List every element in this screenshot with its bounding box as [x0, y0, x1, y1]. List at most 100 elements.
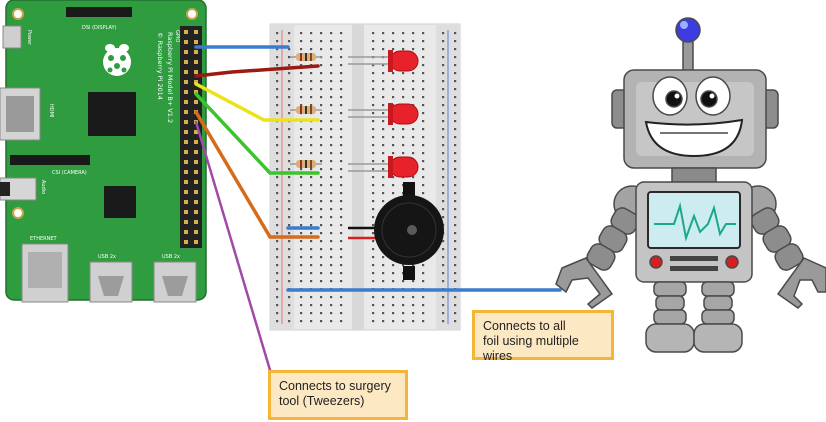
breadboard	[269, 23, 461, 331]
breadboard-hole	[276, 72, 279, 75]
breadboard-hole	[412, 128, 415, 131]
breadboard-hole	[320, 120, 323, 123]
breadboard-hole	[382, 200, 385, 203]
breadboard-hole	[442, 112, 445, 115]
breadboard-hole	[276, 168, 279, 171]
breadboard-hole	[442, 144, 445, 147]
breadboard-hole	[392, 320, 395, 323]
breadboard-hole	[288, 40, 291, 43]
breadboard-hole	[340, 192, 343, 195]
breadboard-hole	[330, 168, 333, 171]
breadboard-hole	[330, 128, 333, 131]
breadboard-hole	[340, 312, 343, 315]
breadboard-hole	[340, 208, 343, 211]
breadboard-hole	[372, 128, 375, 131]
breadboard-hole	[300, 248, 303, 251]
breadboard-hole	[372, 96, 375, 99]
breadboard-hole	[320, 216, 323, 219]
breadboard-hole	[422, 128, 425, 131]
breadboard-hole	[310, 280, 313, 283]
breadboard-hole	[330, 152, 333, 155]
breadboard-hole	[340, 80, 343, 83]
breadboard-hole	[300, 128, 303, 131]
breadboard-hole	[372, 152, 375, 155]
breadboard-hole	[288, 48, 291, 51]
breadboard-hole	[310, 104, 313, 107]
breadboard-hole	[340, 128, 343, 131]
breadboard-hole	[288, 216, 291, 219]
breadboard-hole	[330, 240, 333, 243]
breadboard-hole	[300, 256, 303, 259]
breadboard-hole	[330, 72, 333, 75]
breadboard-hole	[392, 136, 395, 139]
breadboard-hole	[330, 64, 333, 67]
breadboard-hole	[320, 192, 323, 195]
breadboard-hole	[300, 272, 303, 275]
breadboard-hole	[372, 176, 375, 179]
breadboard-hole	[372, 144, 375, 147]
breadboard-hole	[276, 40, 279, 43]
gpio-pins	[184, 30, 198, 244]
breadboard-hole	[288, 184, 291, 187]
wire-green	[194, 92, 320, 175]
breadboard-hole	[442, 240, 445, 243]
breadboard-hole	[288, 280, 291, 283]
breadboard-hole	[412, 32, 415, 35]
breadboard-hole	[310, 232, 313, 235]
breadboard-hole	[320, 144, 323, 147]
breadboard-hole	[382, 160, 385, 163]
breadboard-hole	[382, 280, 385, 283]
breadboard-hole	[276, 96, 279, 99]
breadboard-hole	[288, 136, 291, 139]
foil-callout-line-1: Connects to all	[483, 319, 566, 333]
breadboard-hole	[320, 200, 323, 203]
breadboard-hole	[372, 296, 375, 299]
breadboard-hole	[288, 112, 291, 115]
breadboard-hole	[288, 56, 291, 59]
breadboard-hole	[454, 40, 457, 43]
breadboard-hole	[320, 248, 323, 251]
breadboard-hole	[310, 152, 313, 155]
processor-chip	[88, 92, 136, 136]
breadboard-hole	[442, 48, 445, 51]
breadboard-hole	[320, 72, 323, 75]
breadboard-hole	[300, 64, 303, 67]
breadboard-hole	[422, 40, 425, 43]
breadboard-hole	[372, 200, 375, 203]
breadboard-hole	[454, 80, 457, 83]
breadboard-hole	[310, 216, 313, 219]
breadboard-hole	[276, 288, 279, 291]
breadboard-hole	[340, 200, 343, 203]
breadboard-hole	[422, 48, 425, 51]
breadboard-hole	[340, 96, 343, 99]
breadboard-hole	[310, 128, 313, 131]
breadboard-hole	[310, 272, 313, 275]
breadboard-hole	[310, 40, 313, 43]
breadboard-hole	[330, 136, 333, 139]
breadboard-hole	[422, 312, 425, 315]
breadboard-hole	[288, 176, 291, 179]
breadboard-hole	[300, 264, 303, 267]
breadboard-hole	[310, 184, 313, 187]
breadboard-hole	[454, 128, 457, 131]
breadboard-hole	[454, 232, 457, 235]
raspberry-pi-board: DSI (DISPLAY) Power Raspberry Pi Model B…	[0, 0, 207, 303]
breadboard-hole	[382, 112, 385, 115]
gpio-header	[180, 26, 202, 248]
breadboard-hole	[442, 256, 445, 259]
breadboard-hole	[454, 168, 457, 171]
breadboard-hole	[300, 176, 303, 179]
breadboard-hole	[454, 184, 457, 187]
breadboard-hole	[300, 40, 303, 43]
breadboard-hole	[288, 208, 291, 211]
breadboard-hole	[320, 280, 323, 283]
breadboard-hole	[310, 144, 313, 147]
breadboard-hole	[276, 256, 279, 259]
hdmi-label: HDMI	[48, 104, 54, 117]
breadboard-hole	[288, 256, 291, 259]
breadboard-hole	[454, 312, 457, 315]
breadboard-hole	[454, 216, 457, 219]
audio-label: Audio	[40, 180, 46, 194]
breadboard-hole	[310, 136, 313, 139]
